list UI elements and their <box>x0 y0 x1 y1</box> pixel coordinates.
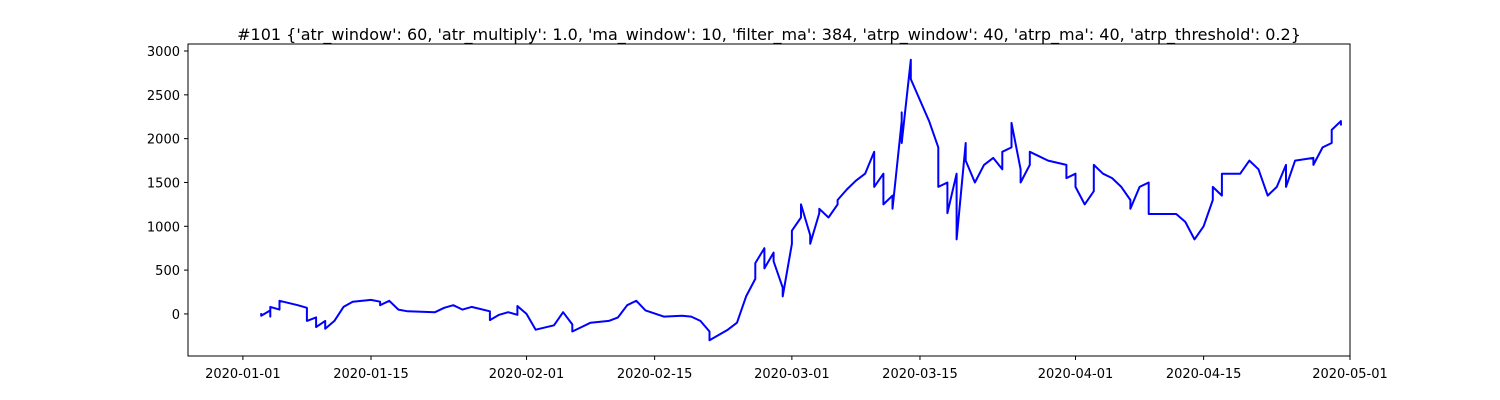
series-line <box>260 58 1342 342</box>
y-tick-label: 1000 <box>147 220 180 235</box>
plot-area <box>187 43 1351 357</box>
y-tick-label: 2000 <box>147 133 180 148</box>
x-tick-label: 2020-04-01 <box>1038 367 1114 382</box>
x-tick-label: 2020-02-01 <box>489 367 565 382</box>
x-tick-label: 2020-03-15 <box>882 367 958 382</box>
series-layer <box>260 58 1342 342</box>
y-tick-label: 3000 <box>147 45 180 60</box>
x-tick-label: 2020-01-15 <box>333 367 409 382</box>
y-axis: 0 500 1000 1500 2000 2500 3000 <box>147 45 188 323</box>
x-tick-label: 2020-02-15 <box>617 367 693 382</box>
y-tick-label: 1500 <box>147 176 180 191</box>
x-tick-label: 2020-01-01 <box>205 367 281 382</box>
y-tick-label: 2500 <box>147 89 180 104</box>
x-tick-label: 2020-04-15 <box>1166 367 1242 382</box>
x-tick-label: 2020-05-01 <box>1312 367 1388 382</box>
x-axis: 2020-01-01 2020-01-15 2020-02-01 2020-02-15… <box>205 356 1388 382</box>
y-tick-label: 500 <box>155 264 180 279</box>
x-tick-label: 2020-03-01 <box>754 367 830 382</box>
chart-title: #101 {'atr_window': 60, 'atr_multiply': … <box>237 25 1301 45</box>
y-tick-label: 0 <box>172 308 180 323</box>
